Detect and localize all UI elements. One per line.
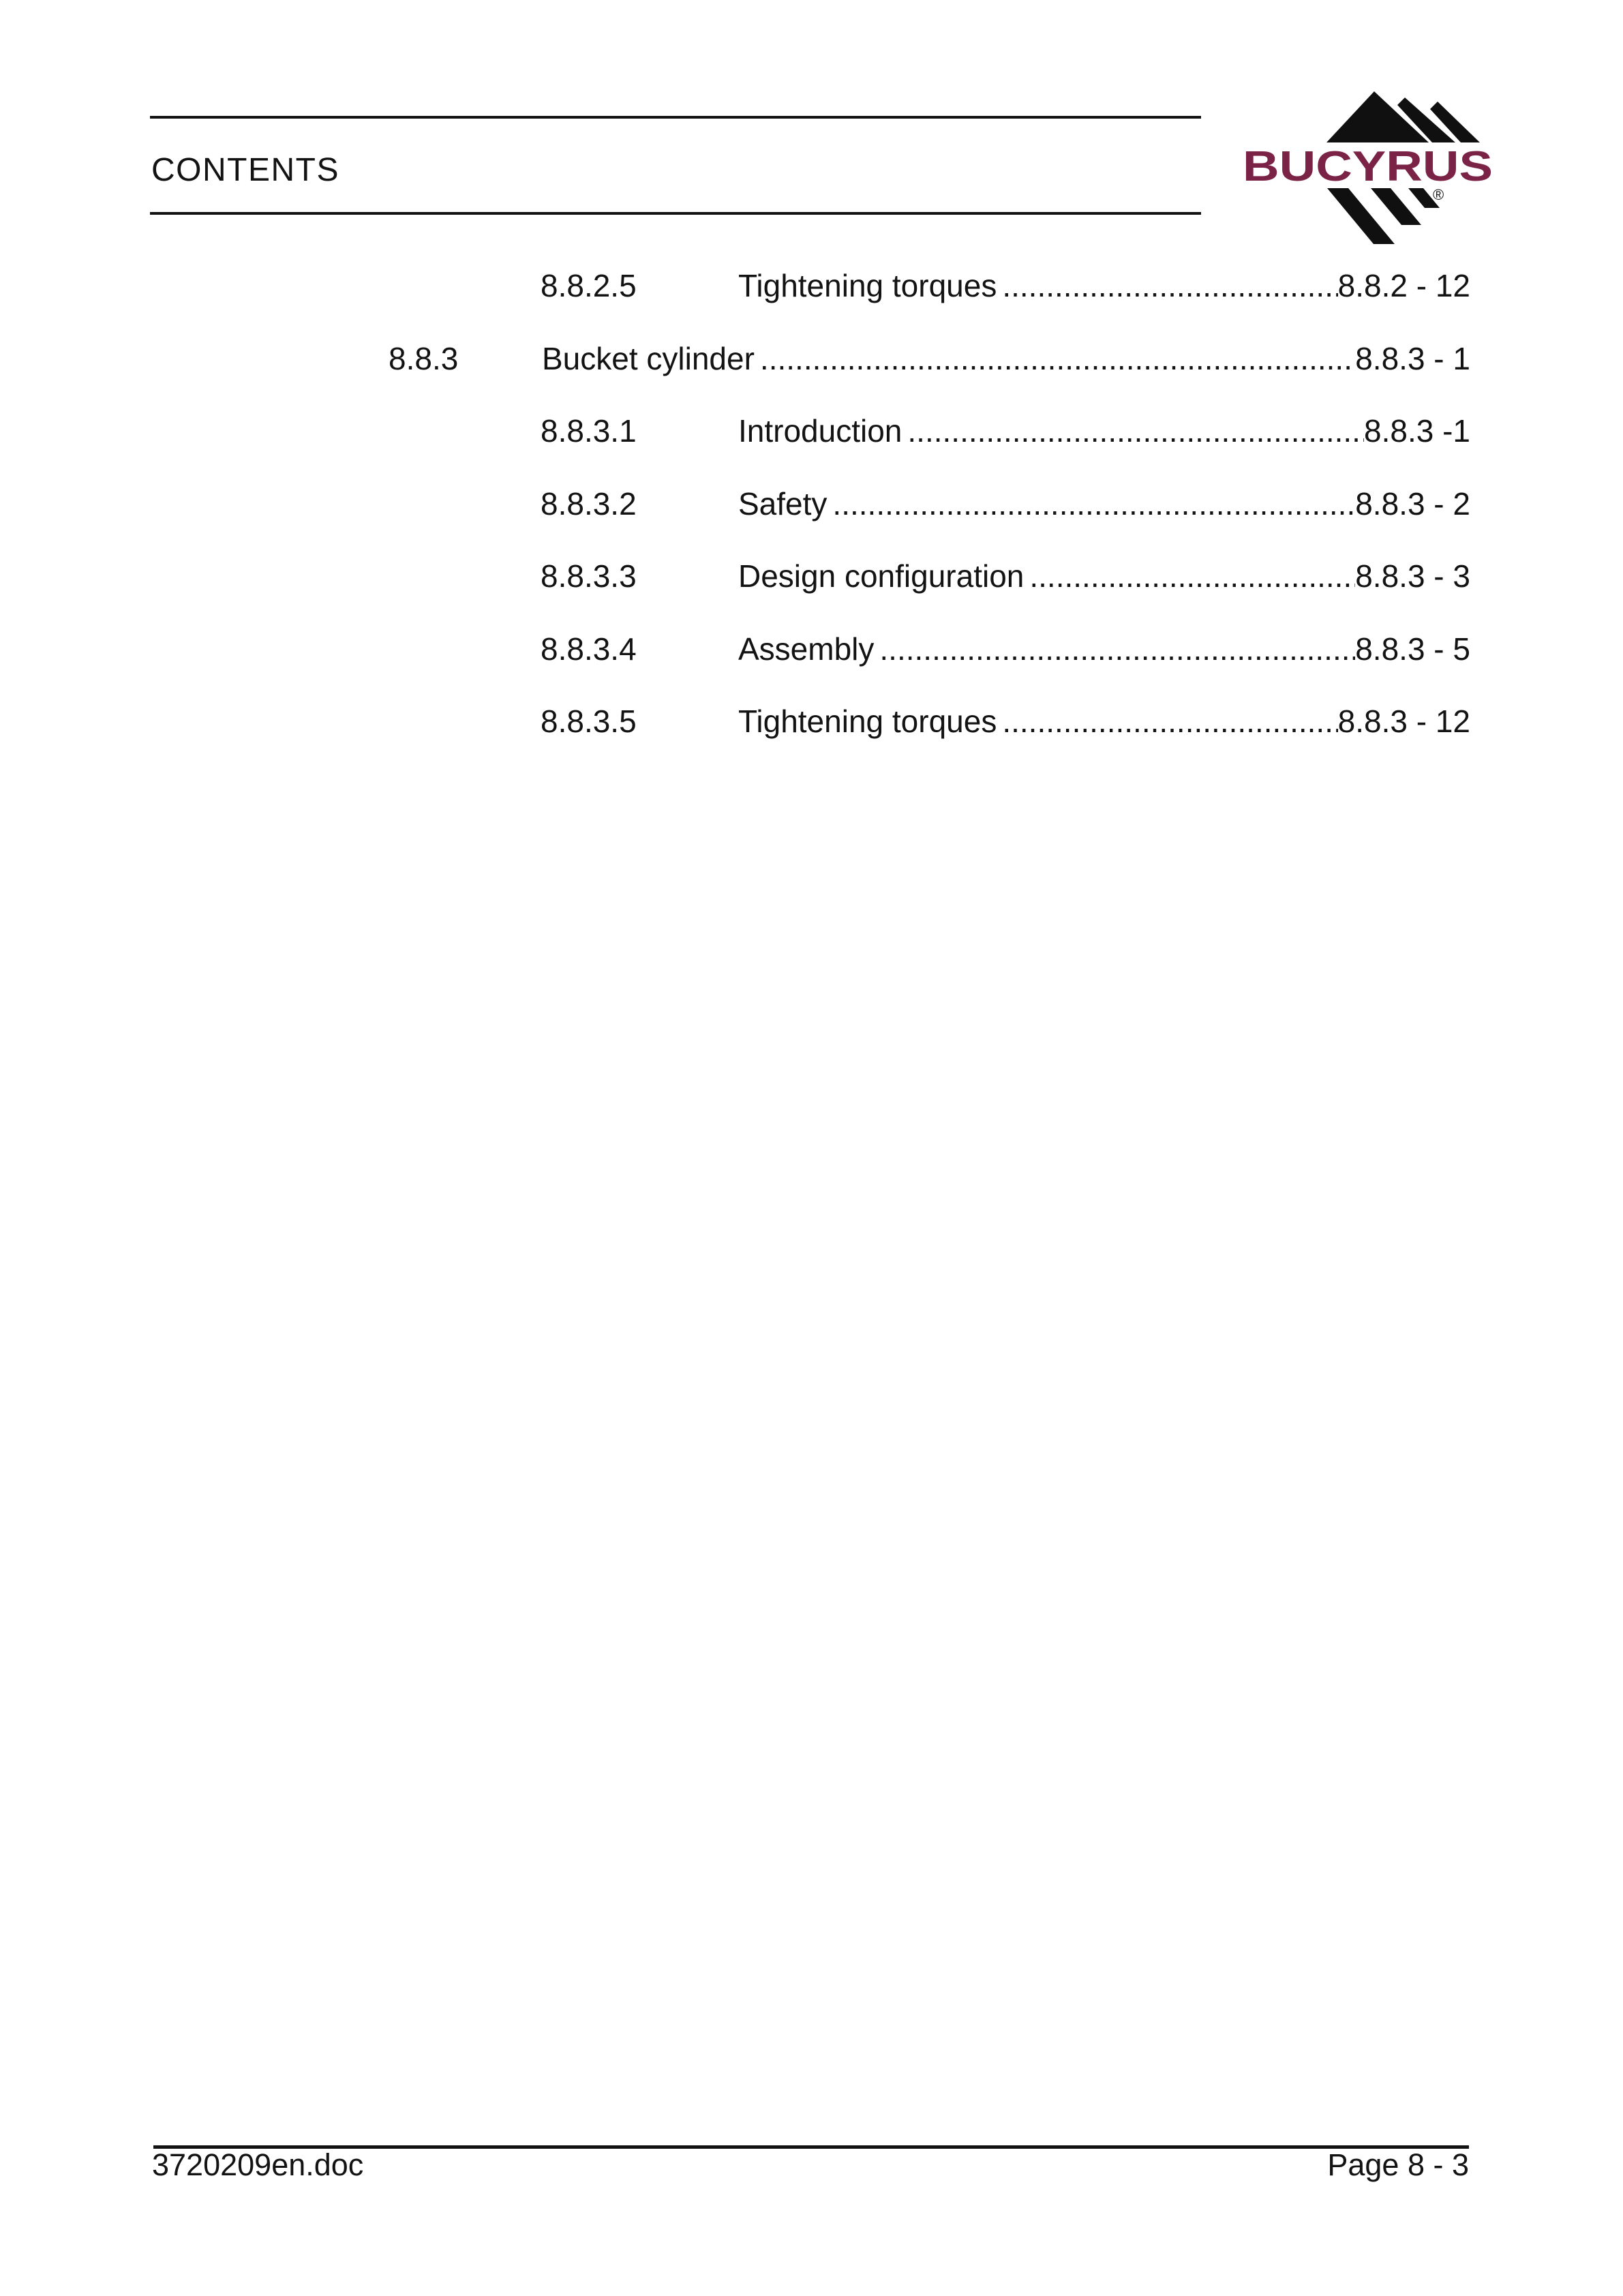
page-reference: 8.8.2 - 12 (1337, 268, 1470, 303)
page-reference: 8.8.3 - 2 (1355, 486, 1470, 522)
section-title: Design configuration (738, 558, 1025, 594)
section-number: 8.8.3.2 (541, 486, 637, 522)
section-number: 8.8.3.4 (541, 631, 637, 667)
page-reference: 8.8.3 - 1 (1355, 341, 1470, 376)
dot-leader (1029, 560, 1355, 592)
dot-leader (879, 633, 1355, 665)
footer-page-number: Page 8 - 3 (1327, 2147, 1469, 2182)
toc-row: 8.8.3.1 Introduction 8.8.3 -1 (541, 415, 1470, 447)
dot-leader (760, 343, 1355, 374)
section-number: 8.8.3 (389, 341, 459, 376)
toc-row: 8.8.3.5 Tightening torques 8.8.3 - 12 (541, 706, 1470, 737)
section-title: Safety (738, 486, 828, 522)
dot-leader (1002, 706, 1337, 737)
dot-leader (1002, 270, 1337, 301)
section-number: 8.8.3.3 (541, 558, 637, 594)
section-number: 8.8.2.5 (541, 268, 637, 303)
registered-mark-icon: ® (1433, 186, 1444, 203)
page-reference: 8.8.3 - 5 (1355, 631, 1470, 667)
section-title: Assembly (738, 631, 875, 667)
header-rule-bottom (150, 212, 1201, 215)
brand-wordmark: BUCYRUS (1243, 143, 1493, 190)
page-reference: 8.8.3 - 12 (1337, 704, 1470, 739)
page-title: CONTENTS (151, 152, 339, 188)
header-rule-top (150, 116, 1201, 119)
toc-row: 8.8.3 Bucket cylinder 8.8.3 - 1 (389, 343, 1470, 374)
mountain-icon (1326, 91, 1480, 244)
bucyrus-logo: BUCYRUS ® (1243, 91, 1493, 244)
page-reference: 8.8.3 - 3 (1355, 558, 1470, 594)
page-reference: 8.8.3 -1 (1364, 413, 1470, 449)
toc-row: 8.8.2.5 Tightening torques 8.8.2 - 12 (541, 270, 1470, 301)
toc-row: 8.8.3.4 Assembly 8.8.3 - 5 (541, 633, 1470, 665)
section-title: Bucket cylinder (542, 341, 755, 376)
toc-row: 8.8.3.3 Design configuration 8.8.3 - 3 (541, 560, 1470, 592)
footer-filename: 3720209en.doc (152, 2147, 364, 2182)
section-title: Tightening torques (738, 704, 997, 739)
toc-row: 8.8.3.2 Safety 8.8.3 - 2 (541, 488, 1470, 519)
section-title: Introduction (738, 413, 902, 449)
section-title: Tightening torques (738, 268, 997, 303)
footer-rule (153, 2145, 1469, 2149)
section-number: 8.8.3.5 (541, 704, 637, 739)
section-number: 8.8.3.1 (541, 413, 637, 449)
dot-leader (907, 415, 1364, 447)
dot-leader (832, 488, 1355, 519)
